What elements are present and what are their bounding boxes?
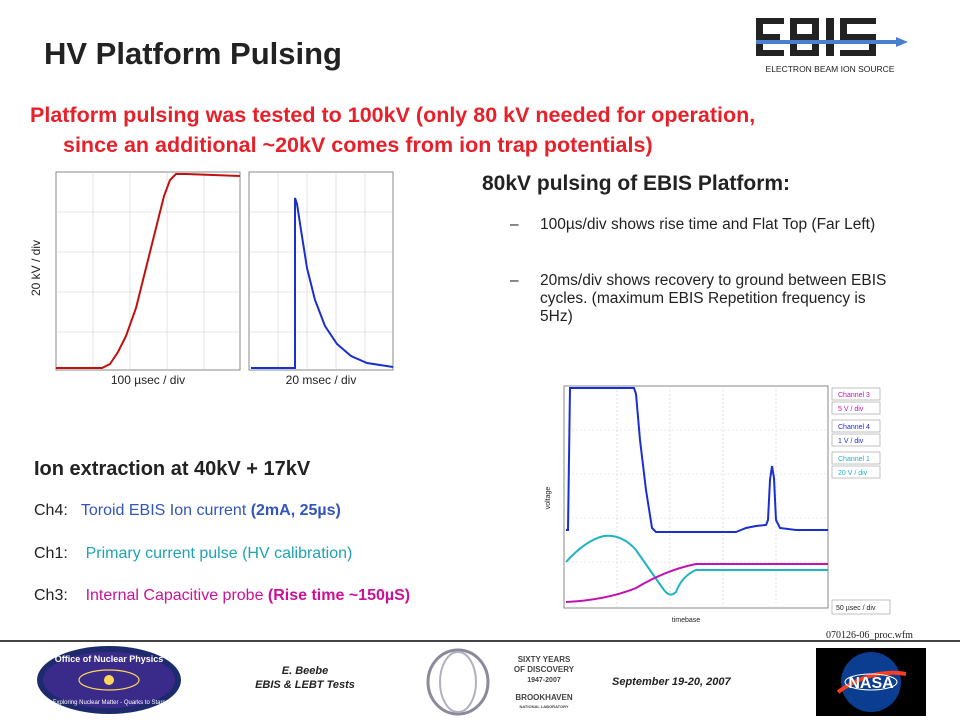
svg-text:SIXTY YEARS: SIXTY YEARS [518,655,571,664]
channel3-scale: 5 V / div [838,406,864,413]
pulsing-heading: 80kV pulsing of EBIS Platform: [482,172,791,195]
ebis-logo: ELECTRON BEAM ION SOURCE [750,0,910,82]
left-scope-ylabel: 20 kV / div [29,240,43,296]
ch4-value: (2mA, 25µs) [250,502,341,519]
channel-1-line: Ch1: Primary current pulse (HV calibrati… [34,545,352,563]
channel1-label: Channel 1 [838,456,870,463]
footer-event: EBIS & LEBT Tests [255,679,355,691]
svg-text:1947-2007: 1947-2007 [527,677,561,684]
svg-text:NASA: NASA [848,675,894,692]
subtitle-line-1: Platform pulsing was tested to 100kV (on… [30,103,756,127]
nasa-logo: NASA [816,648,926,716]
ch4-label: Ch4: [34,502,68,519]
subtitle-line-2: since an additional ~20kV comes from ion… [63,133,653,157]
svg-text:Exploring Nuclear Matter - Qua: Exploring Nuclear Matter - Quarks to Sta… [52,700,165,706]
slide-title: HV Platform Pulsing [44,36,342,71]
right-scope-ylabel: voltage [545,487,552,510]
right-scope-xlabel: timebase [672,617,701,624]
ch1-label: Ch1: [34,545,68,562]
ch3-text: Internal Capacitive probe [85,587,268,604]
channel-3-line: Ch3: Internal Capacitive probe (Rise tim… [34,587,410,605]
bullet-dash: – [510,216,519,233]
channel-4-line: Ch4: Toroid EBIS Ion current (2mA, 25µs) [34,502,341,520]
footer-date: September 19-20, 2007 [612,676,731,688]
timebase-box: 50 µsec / div [836,605,876,612]
svg-text:Office of Nuclear Physics: Office of Nuclear Physics [55,654,164,664]
footer-author: E. Beebe EBIS & LEBT Tests [240,664,370,692]
bullet-recovery: – 20ms/div shows recovery to ground betw… [510,272,910,332]
channel4-label: Channel 4 [838,424,870,431]
ch3-label: Ch3: [34,587,68,604]
bullet-text: 20ms/div shows recovery to ground betwee… [540,272,887,325]
waveform-filename: 070126-06_proc.wfm [826,630,913,641]
channel4-scale: 1 V / div [838,438,864,445]
svg-text:OF DISCOVERY: OF DISCOVERY [514,665,575,674]
slide-subtitle: Platform pulsing was tested to 100kV (on… [30,100,950,160]
left-scope-xlabel: 100 µsec / div [111,373,185,387]
bullet-dash: – [510,272,519,289]
ion-extraction-scope: voltage timebase Channel 3 5 V / div Cha… [536,380,936,630]
mid-scope-xlabel: 20 msec / div [286,373,357,387]
bullet-rise-time: – 100µs/div shows rise time and Flat Top… [510,216,910,256]
svg-text:ELECTRON BEAM ION SOURCE: ELECTRON BEAM ION SOURCE [766,64,895,74]
footer-author-name: E. Beebe [281,665,329,677]
brookhaven-logo: SIXTY YEARS OF DISCOVERY 1947-2007 BROOK… [426,648,575,716]
channel3-label: Channel 3 [838,392,870,399]
channel1-scale: 20 V / div [838,470,868,477]
ion-extraction-heading: Ion extraction at 40kV + 17kV [34,458,311,480]
ch1-text: Primary current pulse (HV calibration) [85,545,353,562]
bullet-text: 100µs/div shows rise time and Flat Top (… [540,216,876,233]
svg-text:BROOKHAVEN: BROOKHAVEN [515,693,572,702]
recovery-scope-trace: 20 msec / div [247,168,395,388]
footer-divider [0,640,960,642]
svg-text:NATIONAL LABORATORY: NATIONAL LABORATORY [519,704,568,709]
rise-time-scope-trace: 20 kV / div 100 µsec / div [26,168,242,388]
ch3-value: (Rise time ~150µS) [267,587,411,604]
ch4-text: Toroid EBIS Ion current [80,502,251,519]
office-of-nuclear-physics-logo: Office of Nuclear Physics Exploring Nucl… [37,646,181,714]
